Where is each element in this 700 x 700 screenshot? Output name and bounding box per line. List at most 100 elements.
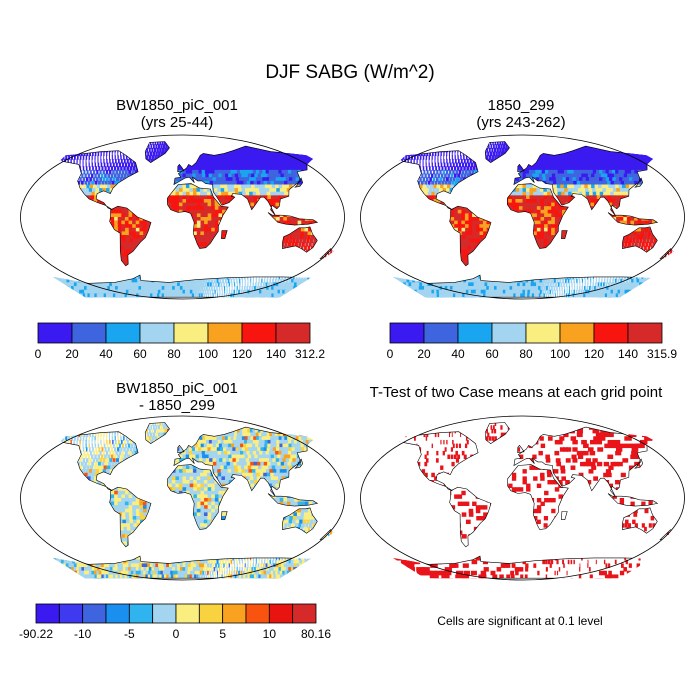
map-panel-bl xyxy=(20,415,345,581)
colorbar-tl-label-0: 0 xyxy=(35,347,42,361)
colorbar-tl-box-4 xyxy=(173,322,209,344)
panel-bl-title: BW1850_piC_001 - 1850_299 xyxy=(62,380,292,414)
colorbar-tr-box-5 xyxy=(559,322,595,344)
colorbar-tl-box-5 xyxy=(207,322,243,344)
colorbar-tr-label-1: 20 xyxy=(417,347,431,361)
colorbar-tl-label-1: 20 xyxy=(65,347,79,361)
coastline-uk xyxy=(177,163,185,173)
coastline-madagascar xyxy=(221,230,228,239)
colorbar-bl-label-5: 10 xyxy=(263,627,277,641)
panel-br-title: T-Test of two Case means at each grid po… xyxy=(369,384,663,401)
colorbar-bl-box-10 xyxy=(268,603,294,624)
colorbar-tr-box-0 xyxy=(389,322,425,344)
coastline-africa xyxy=(166,183,229,249)
colorbar-bl-box-7 xyxy=(198,603,224,624)
coastline-greenland xyxy=(484,422,510,444)
colorbar-bl-box-5 xyxy=(152,603,177,624)
colorbar-tr-box-7 xyxy=(627,322,663,344)
colorbar-tr-box-1 xyxy=(423,322,459,344)
colorbar-tr-label-2: 40 xyxy=(451,347,465,361)
map-border-br xyxy=(360,415,685,581)
colorbar-bl-label-6: 80.16 xyxy=(301,627,331,641)
colorbar-tr-label-4: 80 xyxy=(519,347,533,361)
colorbar-bl-label-3: 0 xyxy=(173,627,180,641)
colorbar-tl: 0 20 40 60 80 100 120 140 312.2 xyxy=(35,322,325,361)
coastline-africa xyxy=(166,464,229,530)
coastline-indonesia xyxy=(607,212,659,226)
coastline-australia xyxy=(622,507,658,534)
colorbar-tr-label-3: 60 xyxy=(485,347,499,361)
panel-tl-title-line2: (yrs 25-44) xyxy=(140,114,214,131)
significance-note: Cells are significant at 0.1 level xyxy=(437,614,603,628)
map-border-tl xyxy=(20,134,345,300)
colorbar-bl: -90.22 -10 -5 0 5 10 80.16 xyxy=(19,603,331,641)
panel-tr-title-line1: 1850_299 xyxy=(487,97,555,114)
coastline-samerica xyxy=(109,205,152,267)
coastline-australia xyxy=(622,226,658,253)
map-panel-tr xyxy=(360,134,685,300)
coastline-samerica xyxy=(449,486,492,548)
coastline-eurasia xyxy=(173,426,314,497)
colorbar-tl-label-4: 80 xyxy=(167,347,181,361)
colorbar-bl-box-2 xyxy=(82,603,107,624)
coastline-eurasia xyxy=(513,145,654,216)
colorbar-tl-box-3 xyxy=(139,322,175,344)
colorbar-bl-label-1: -10 xyxy=(74,627,92,641)
colorbar-bl-label-0: -90.22 xyxy=(19,627,53,641)
colorbar-bl-box-8 xyxy=(222,603,247,624)
panel-tl-title-line1: BW1850_piC_001 xyxy=(116,97,238,114)
panel-tr-title-line2: (yrs 243-262) xyxy=(476,114,566,131)
colorbar-tr: 0 20 40 60 80 100 120 140 315.9 xyxy=(387,322,677,361)
colorbar-tr-box-4 xyxy=(525,322,561,344)
coastline-madagascar xyxy=(561,230,568,239)
coastline-japan xyxy=(634,458,644,469)
coastline-greenland xyxy=(144,422,170,444)
colorbar-tl-label-2: 40 xyxy=(99,347,113,361)
coastline-australia xyxy=(282,226,318,253)
colorbar-bl-box-1 xyxy=(58,603,84,624)
coastline-madagascar xyxy=(221,511,228,520)
colorbar-tr-label-7: 140 xyxy=(618,347,638,361)
colorbar-tl-label-5: 100 xyxy=(198,347,218,361)
panel-bl-title-line2: - 1850_299 xyxy=(139,397,215,414)
coastline-uk xyxy=(517,444,525,454)
coastline-namerica xyxy=(58,431,139,492)
colorbar-bl-box-6 xyxy=(175,603,200,624)
coastline-indonesia xyxy=(267,212,319,226)
colorbar-bl-box-4 xyxy=(128,603,154,624)
coastline-namerica xyxy=(58,150,139,211)
map-border-bl xyxy=(20,415,345,581)
colorbar-tl-box-1 xyxy=(71,322,107,344)
colorbar-bl-box-9 xyxy=(245,603,270,624)
panel-tr-title: 1850_299 (yrs 243-262) xyxy=(406,97,636,131)
colorbar-bl-label-4: 5 xyxy=(219,627,226,641)
coastline-uk xyxy=(177,444,185,454)
coastline-japan xyxy=(294,458,304,469)
map-border-tr xyxy=(360,134,685,300)
ocean-br xyxy=(360,416,685,580)
panel-bl-title-line1: BW1850_piC_001 xyxy=(116,380,238,397)
map-panel-br xyxy=(360,415,685,581)
coastline-greenland xyxy=(484,141,510,163)
coastline-eurasia xyxy=(513,426,654,497)
coastline-namerica xyxy=(398,431,479,492)
coastline-africa xyxy=(506,464,569,530)
colorbar-tl-box-2 xyxy=(105,322,141,344)
coastline-samerica xyxy=(109,486,152,548)
colorbar-tl-box-7 xyxy=(275,322,311,344)
colorbar-bl-label-2: -5 xyxy=(124,627,135,641)
colorbar-tl-box-0 xyxy=(37,322,73,344)
colorbar-tr-label-6: 120 xyxy=(584,347,604,361)
colorbar-tl-label-7: 140 xyxy=(266,347,286,361)
coastline-eurasia xyxy=(173,145,314,216)
panel-tl-title: BW1850_piC_001 (yrs 25-44) xyxy=(62,97,292,131)
figure-title: DJF SABG (W/m^2) xyxy=(265,62,435,83)
colorbar-bl-box-3 xyxy=(105,603,130,624)
colorbar-tr-label-0: 0 xyxy=(387,347,394,361)
coastline-indonesia xyxy=(267,493,319,507)
coastline-namerica xyxy=(398,150,479,211)
colorbar-bl-box-0 xyxy=(35,603,60,624)
coastline-indonesia xyxy=(607,493,659,507)
colorbar-tl-label-8: 312.2 xyxy=(295,347,325,361)
colorbar-tr-label-5: 100 xyxy=(550,347,570,361)
